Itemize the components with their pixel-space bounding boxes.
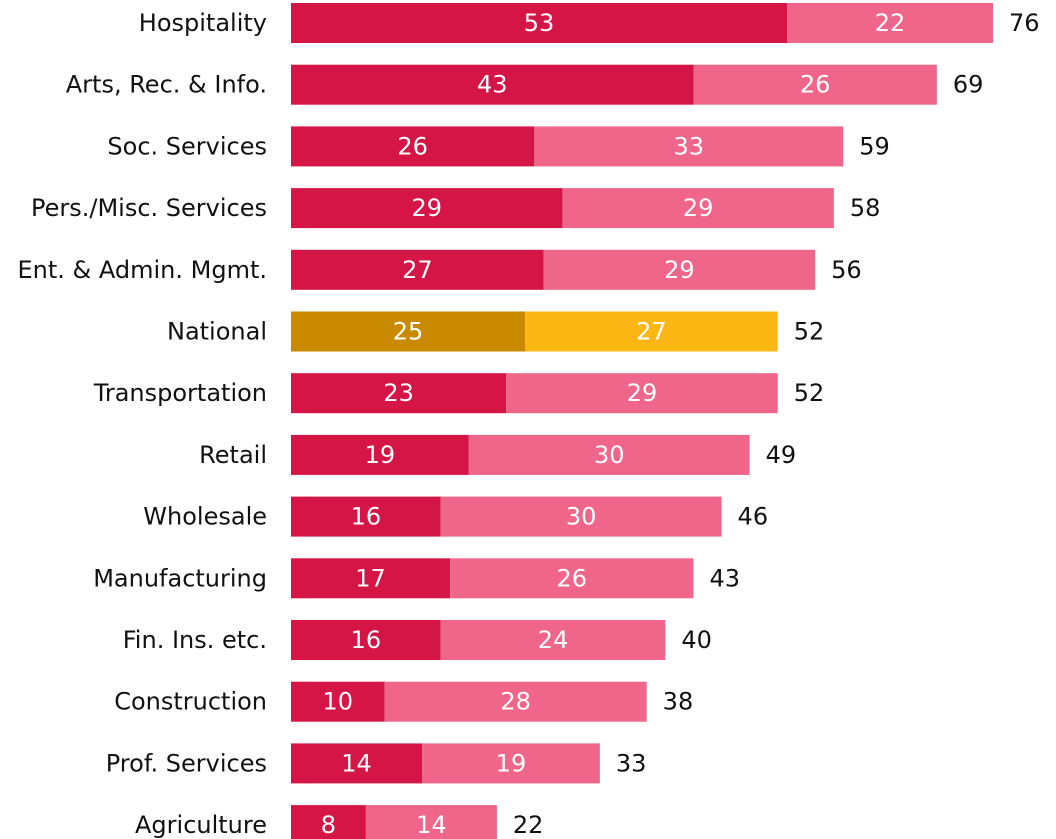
segment-value-label: 30 [594, 441, 625, 469]
bar-segment [291, 64, 694, 105]
category-label: Prof. Services [106, 749, 267, 777]
total-value-label: 38 [663, 688, 694, 716]
bar-segment [291, 620, 441, 660]
segment-value-label: 24 [538, 626, 569, 654]
segment-value-label: 33 [674, 132, 705, 160]
category-label: Agriculture [135, 811, 267, 839]
segment-value-label: 16 [351, 503, 382, 531]
total-value-label: 43 [709, 564, 740, 592]
bar-segment [291, 249, 544, 290]
bar-segment [525, 311, 778, 352]
bar-segment [422, 743, 600, 784]
total-value-label: 59 [859, 132, 890, 160]
bar-segment [440, 620, 666, 660]
bar-segment [543, 249, 816, 290]
category-label: Arts, Rec. & Info. [66, 71, 267, 99]
bar-segment [693, 64, 937, 105]
segment-value-label: 16 [351, 626, 382, 654]
segment-value-label: 19 [365, 441, 396, 469]
total-value-label: 52 [794, 379, 825, 407]
bar-segment [291, 681, 385, 722]
bar-segment [291, 373, 507, 414]
total-value-label: 52 [794, 318, 825, 346]
segment-value-label: 8 [321, 811, 336, 839]
segment-value-label: 26 [800, 71, 831, 99]
bar-segment [440, 496, 722, 537]
bar-segment [291, 3, 788, 43]
total-value-label: 46 [738, 503, 769, 531]
labels-layer: Hospitality 53 22 76 Arts, Rec. & Info. 43 26 6… [18, 9, 1040, 839]
bar-segment [506, 373, 778, 414]
category-label: Retail [199, 441, 267, 469]
segment-value-label: 14 [416, 811, 447, 839]
total-value-label: 22 [513, 811, 544, 839]
total-value-label: 58 [850, 194, 881, 222]
bar-segment [291, 743, 423, 784]
bar-segment [291, 311, 525, 352]
category-label: Soc. Services [107, 132, 267, 160]
segment-value-label: 29 [411, 194, 442, 222]
bar-segment [534, 126, 844, 167]
total-value-label: 49 [766, 441, 797, 469]
segment-value-label: 27 [402, 256, 433, 284]
category-label: Fin. Ins. etc. [123, 626, 267, 654]
segment-value-label: 14 [341, 749, 372, 777]
category-label: Hospitality [139, 9, 267, 37]
segment-value-label: 23 [383, 379, 414, 407]
category-label: Construction [114, 688, 267, 716]
bar-segment [468, 434, 750, 475]
category-label: Transportation [93, 379, 267, 407]
bar-segment [291, 496, 441, 537]
bar-segment [384, 681, 647, 722]
segment-value-label: 22 [875, 9, 906, 37]
bar-segment [291, 805, 366, 839]
total-value-label: 69 [953, 71, 984, 99]
total-value-label: 33 [616, 749, 647, 777]
segment-value-label: 17 [355, 564, 386, 592]
bar-segment [291, 188, 563, 229]
category-label: Wholesale [143, 503, 267, 531]
segment-value-label: 19 [496, 749, 527, 777]
segment-value-label: 26 [397, 132, 428, 160]
segment-value-label: 29 [627, 379, 658, 407]
bar-segment [787, 3, 993, 43]
bar-segment [291, 126, 535, 167]
segment-value-label: 25 [393, 318, 424, 346]
bar-segment [450, 558, 694, 599]
bar-segment [291, 434, 469, 475]
segment-value-label: 30 [566, 503, 597, 531]
bar-segment [291, 558, 451, 599]
segment-value-label: 26 [557, 564, 588, 592]
total-value-label: 56 [831, 256, 862, 284]
total-value-label: 40 [681, 626, 712, 654]
segment-value-label: 10 [323, 688, 354, 716]
segment-value-label: 27 [636, 318, 667, 346]
segment-value-label: 29 [683, 194, 714, 222]
category-label: National [167, 318, 267, 346]
category-label: Ent. & Admin. Mgmt. [18, 256, 268, 284]
segment-value-label: 43 [477, 71, 508, 99]
bar-segment [562, 188, 834, 229]
segment-value-label: 28 [500, 688, 531, 716]
category-label: Manufacturing [93, 564, 267, 592]
category-label: Pers./Misc. Services [31, 194, 267, 222]
bars-layer [291, 3, 993, 839]
segment-value-label: 53 [524, 9, 555, 37]
bar-segment [365, 805, 497, 839]
total-value-label: 76 [1009, 9, 1040, 37]
segment-value-label: 29 [664, 256, 695, 284]
